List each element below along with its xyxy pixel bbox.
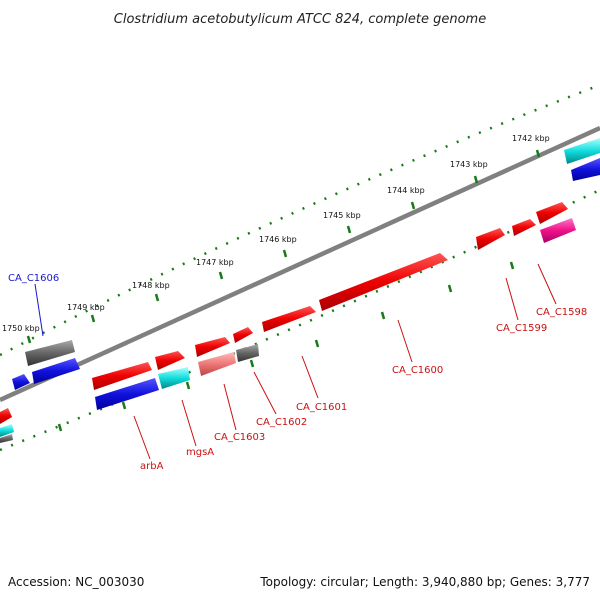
gene-arrow[interactable] bbox=[536, 202, 568, 224]
gene-label[interactable]: CA_C1598 bbox=[536, 307, 587, 318]
tick-label: 1746 kbp bbox=[259, 235, 297, 244]
gene-arrow[interactable] bbox=[95, 378, 159, 410]
label-leaders bbox=[34, 263, 557, 460]
gene-label[interactable]: CA_C1601 bbox=[296, 402, 347, 413]
gene-label[interactable]: mgsA bbox=[186, 447, 214, 458]
gene-arrow[interactable] bbox=[319, 253, 448, 311]
gene-arrow[interactable] bbox=[564, 138, 600, 164]
genome-stats-text: Topology: circular; Length: 3,940,880 bp… bbox=[259, 575, 590, 589]
gene-arrow[interactable] bbox=[0, 408, 12, 424]
tick-label: 1744 kbp bbox=[387, 186, 425, 195]
gene-arrow[interactable] bbox=[198, 352, 236, 376]
gene-label[interactable]: CA_C1600 bbox=[392, 365, 443, 376]
forward-genes bbox=[0, 138, 600, 424]
tick-label: 1748 kbp bbox=[132, 281, 170, 290]
tick-label: 1745 kbp bbox=[323, 211, 361, 220]
gene-arrow[interactable] bbox=[540, 218, 576, 243]
gene-arrow[interactable] bbox=[571, 158, 600, 181]
gene-arrow[interactable] bbox=[0, 434, 13, 443]
tick-label: 1742 kbp bbox=[512, 134, 550, 143]
gene-arrow[interactable] bbox=[0, 424, 14, 437]
gene-label[interactable]: CA_C1606 bbox=[8, 273, 59, 284]
gene-arrow[interactable] bbox=[158, 367, 190, 389]
gene-arrow[interactable] bbox=[155, 351, 185, 370]
map-title: Clostridium acetobutylicum ATCC 824, com… bbox=[114, 12, 486, 27]
gene-label[interactable]: CA_C1602 bbox=[256, 417, 307, 428]
gene-label[interactable]: arbA bbox=[140, 461, 164, 472]
tick-label: 1750 kbp bbox=[2, 324, 40, 333]
gene-arrow[interactable] bbox=[233, 327, 253, 343]
gene-arrow[interactable] bbox=[262, 306, 316, 332]
accession-text: Accession: NC_003030 bbox=[8, 575, 144, 589]
major-ticks bbox=[26, 149, 541, 432]
tick-label: 1743 kbp bbox=[450, 160, 488, 169]
tick-label: 1749 kbp bbox=[67, 303, 105, 312]
tick-label: 1747 kbp bbox=[196, 258, 234, 267]
gene-label[interactable]: CA_C1599 bbox=[496, 323, 547, 334]
gene-arrow[interactable] bbox=[25, 340, 75, 366]
gene-arrow[interactable] bbox=[32, 358, 80, 384]
tick-labels: 1742 kbp 1743 kbp 1744 kbp 1745 kbp 1746… bbox=[2, 134, 550, 333]
gene-arrow[interactable] bbox=[12, 374, 30, 390]
gene-arrow[interactable] bbox=[512, 219, 536, 236]
gene-label[interactable]: CA_C1603 bbox=[214, 432, 265, 443]
inner-tick-ring bbox=[0, 188, 600, 452]
gene-labels: CA_C1606 arbA mgsA CA_C1603 CA_C1602 CA_… bbox=[8, 273, 587, 472]
gene-arrow[interactable] bbox=[476, 228, 505, 250]
gene-arrow[interactable] bbox=[236, 344, 259, 362]
gene-arrow[interactable] bbox=[195, 337, 230, 357]
gene-arrow[interactable] bbox=[92, 362, 152, 390]
genome-backbone bbox=[0, 125, 600, 403]
reverse-genes bbox=[0, 158, 600, 443]
